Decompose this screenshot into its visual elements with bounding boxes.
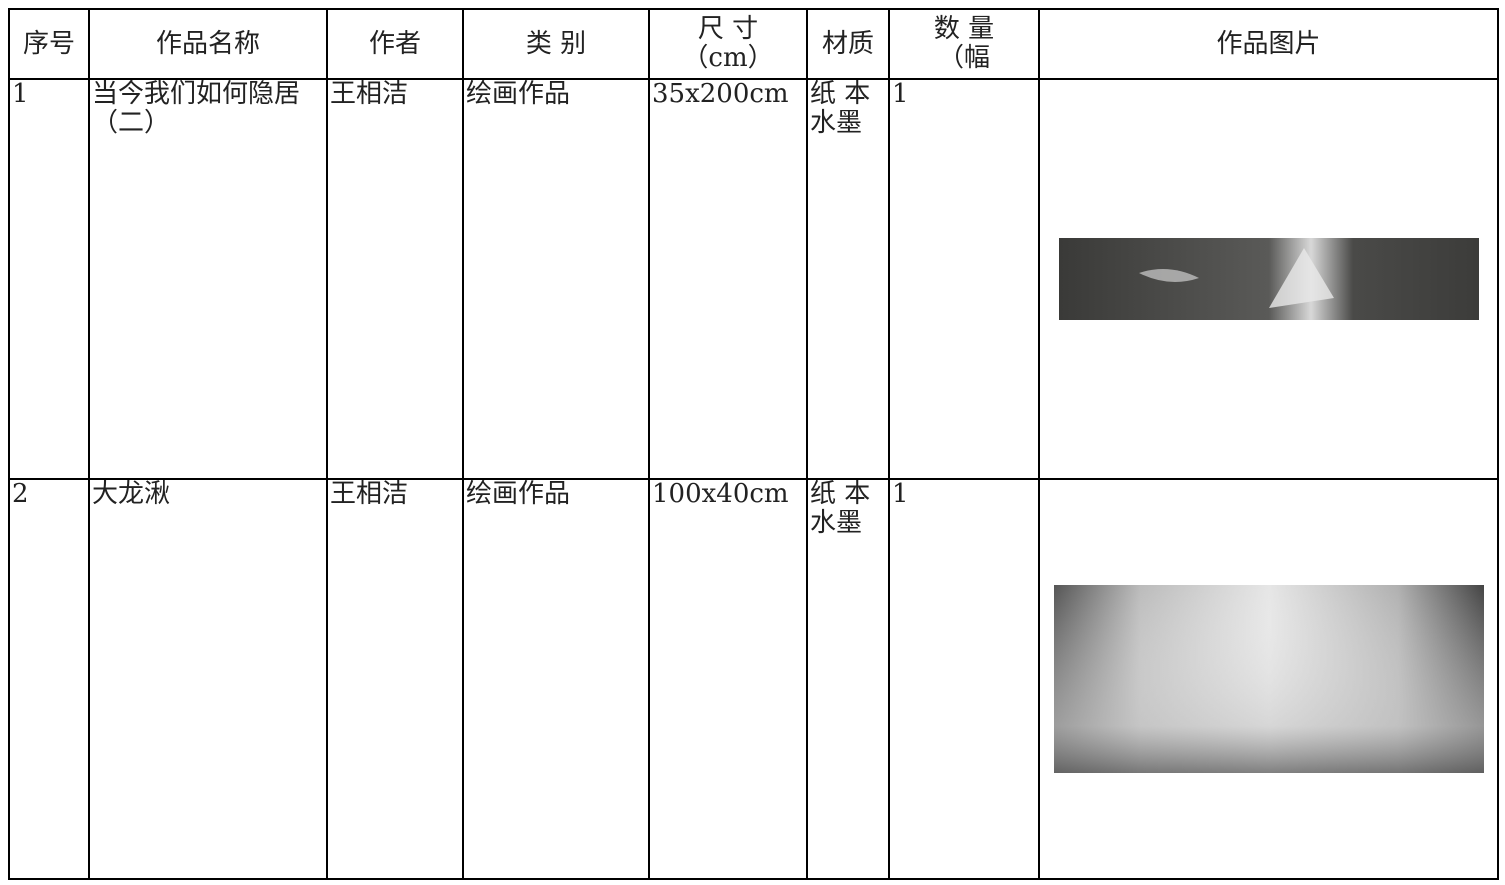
table-cell: 王相洁 [326,478,464,880]
header-cell: 序号 [8,8,90,80]
image-cell [1038,78,1499,480]
image-cell [1038,478,1499,880]
table-cell: 2 [8,478,90,880]
header-text: （幅 [937,43,990,73]
artwork-table: 序号 作品名称 作者类 别尺 寸（cm） 材质数 量（幅 作品图片 1 当今我们如何隐居（… [8,8,1499,880]
header-text: 材质 [821,28,874,59]
table-cell: 35x200cm [648,78,808,480]
table-row: 1 当今我们如何隐居（二） 王相洁 绘画作品 35x200cm 纸 本水墨 1 [8,78,1499,480]
header-cell: 数 量（幅 [888,8,1040,80]
header-cell: 尺 寸（cm） [648,8,808,80]
table-cell: 1 [888,78,1040,480]
header-text: 尺 寸 [697,14,759,44]
table-cell: 大龙湫 [88,478,328,880]
header-cell: 作品名称 [88,8,328,80]
table-cell: 1 [888,478,1040,880]
table-cell: 绘画作品 [462,78,650,480]
table-cell: 100x40cm [648,478,808,880]
header-cell: 作者 [326,8,464,80]
table-row: 2 大龙湫 王相洁 绘画作品 100x40cm 纸 本水墨 1 [8,478,1499,880]
artwork-image [1053,585,1484,773]
header-text: 序号 [22,28,75,59]
header-text: 作品图片 [1216,28,1321,59]
artwork-image [1058,238,1479,320]
header-text: （cm） [682,43,774,73]
header-text: 数 量 [933,14,995,44]
header-row: 序号 作品名称 作者类 别尺 寸（cm） 材质数 量（幅 作品图片 [8,8,1499,80]
table-cell: 当今我们如何隐居（二） [88,78,328,480]
table-cell: 纸 本水墨 [806,478,890,880]
header-text: 作者 [368,28,421,59]
header-cell: 材质 [806,8,890,80]
table-cell: 王相洁 [326,78,464,480]
header-text: 作品名称 [155,28,260,59]
table-cell: 绘画作品 [462,478,650,880]
header-text: 类 别 [525,28,587,59]
header-cell: 类 别 [462,8,650,80]
header-cell: 作品图片 [1038,8,1499,80]
table-cell: 1 [8,78,90,480]
table-cell: 纸 本水墨 [806,78,890,480]
